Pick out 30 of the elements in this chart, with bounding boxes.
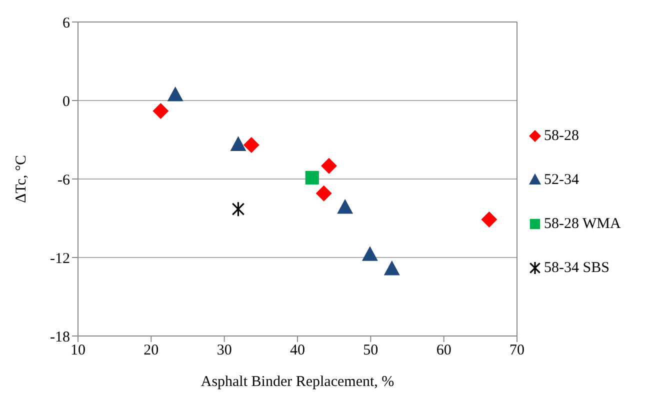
y-tick-label: -12 xyxy=(50,250,70,267)
legend-label: 58-28 xyxy=(544,128,579,144)
x-tick-label: 20 xyxy=(144,342,159,359)
point xyxy=(481,212,498,228)
point xyxy=(320,158,337,174)
x-axis-title: Asphalt Binder Replacement, % xyxy=(200,374,394,390)
point xyxy=(337,198,354,214)
x-tick-label: 60 xyxy=(436,342,452,359)
y-axis-title: ΔTc, °C xyxy=(13,155,30,203)
y-tick-label: -6 xyxy=(58,172,70,188)
y-tick-label: 0 xyxy=(62,94,70,110)
point xyxy=(362,246,378,261)
x-tick-label: 70 xyxy=(510,342,524,359)
point xyxy=(384,260,400,276)
point xyxy=(316,185,332,202)
point xyxy=(167,86,184,102)
x-tick-label: 30 xyxy=(216,342,232,359)
legend-label: 52-34 xyxy=(544,172,579,188)
x-tick-label: 10 xyxy=(70,342,86,359)
point xyxy=(243,136,260,153)
x-tick-label: 40 xyxy=(290,342,305,359)
point xyxy=(152,102,169,119)
legend-label: 58-34 SBS xyxy=(544,260,610,276)
y-tick-label: 6 xyxy=(62,15,70,32)
point xyxy=(230,136,246,151)
point xyxy=(305,170,319,184)
point xyxy=(232,201,245,217)
y-tick-label: -18 xyxy=(50,329,70,346)
x-tick-label: 50 xyxy=(363,342,378,359)
legend-label: 58-28 WMA xyxy=(544,216,621,232)
